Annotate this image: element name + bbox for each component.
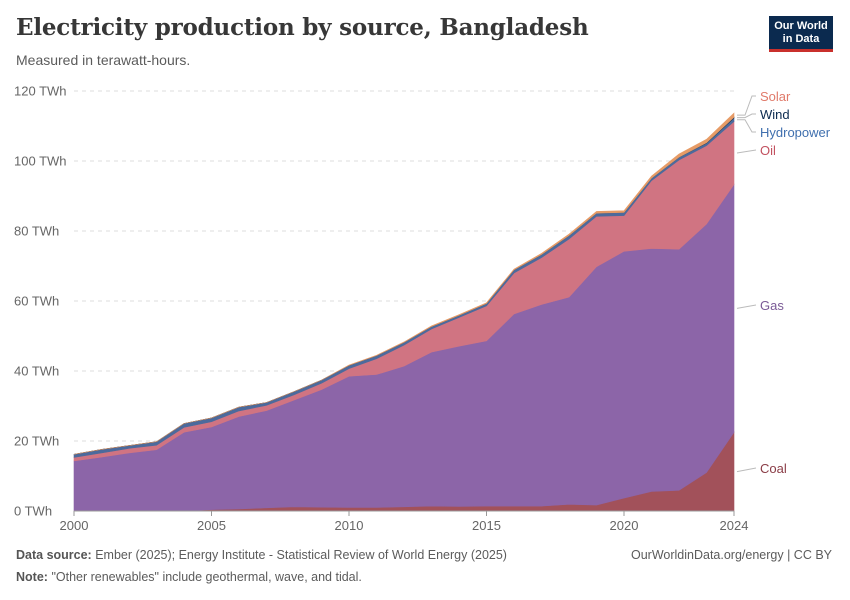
legend-label-gas[interactable]: Gas: [760, 298, 784, 313]
x-tick-label: 2024: [720, 518, 749, 533]
legend-label-solar[interactable]: Solar: [760, 89, 791, 104]
data-source: Data source: Ember (2025); Energy Instit…: [16, 548, 507, 562]
legend-label-coal[interactable]: Coal: [760, 461, 787, 476]
y-axis: 0 TWh 20 TWh 40 TWh 60 TWh 80 TWh 100 TWh 120 …: [14, 84, 67, 519]
legend-connector: [737, 113, 756, 119]
chart-note: Note: "Other renewables" include geother…: [16, 570, 362, 584]
series-legend: Coal Gas Oil Hydropower Wind Solar: [736, 89, 831, 476]
area-solar[interactable]: [73, 112, 735, 455]
legend-connector: [736, 304, 757, 309]
note-label: Note:: [16, 570, 48, 584]
x-tick-label: 2010: [335, 518, 364, 533]
logo-line-1: Our World: [774, 20, 828, 32]
data-source-label: Data source:: [16, 548, 92, 562]
chart-subtitle: Measured in terawatt-hours.: [16, 52, 191, 68]
y-tick-label: 120 TWh: [14, 84, 67, 99]
x-tick-label: 2005: [197, 518, 226, 533]
legend-label-wind[interactable]: Wind: [760, 107, 790, 122]
note-text: "Other renewables" include geothermal, w…: [51, 570, 362, 584]
logo-line-2: in Data: [782, 33, 820, 45]
area-chart[interactable]: 0 TWh 20 TWh 40 TWh 60 TWh 80 TWh 100 TWh 120 …: [0, 0, 850, 540]
chart-title: Electricity production by source, Bangla…: [16, 14, 589, 41]
legend-label-oil[interactable]: Oil: [760, 143, 776, 158]
owid-logo[interactable]: Our World in Data: [769, 16, 833, 52]
x-tick-label: 2020: [610, 518, 639, 533]
legend-connector: [737, 95, 756, 116]
x-axis: 2000 2005 2010 2015 2020 2024: [60, 510, 749, 533]
legend-connector: [736, 467, 757, 473]
stacked-areas: [73, 112, 735, 512]
x-tick-label: 2015: [472, 518, 501, 533]
y-tick-label: 40 TWh: [14, 364, 59, 379]
legend-connector: [737, 119, 756, 133]
y-tick-label: 20 TWh: [14, 434, 59, 449]
legend-connector: [736, 149, 757, 154]
y-tick-label: 80 TWh: [14, 224, 59, 239]
y-tick-label: 60 TWh: [14, 294, 59, 309]
legend-label-hydropower[interactable]: Hydropower: [760, 125, 831, 140]
x-tick-label: 2000: [60, 518, 89, 533]
data-source-text: Ember (2025); Energy Institute - Statist…: [95, 548, 507, 562]
y-tick-label: 100 TWh: [14, 154, 67, 169]
y-tick-label: 0 TWh: [14, 504, 52, 519]
attribution-link[interactable]: OurWorldinData.org/energy | CC BY: [630, 548, 832, 562]
